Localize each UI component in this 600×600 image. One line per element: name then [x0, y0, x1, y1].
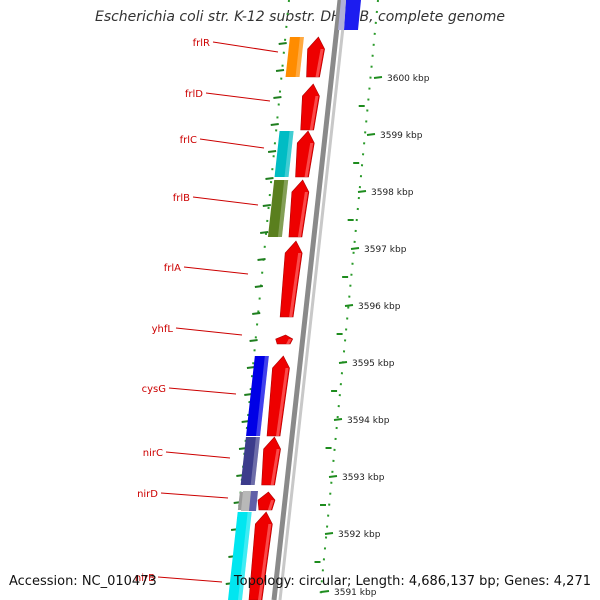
cds-shine-nirB [258, 524, 272, 600]
cog-block-extra [241, 491, 251, 511]
gene-label-nirB: nirB [135, 573, 155, 584]
gene-leader-yhfL [175, 327, 243, 336]
scale-tick-label: 3599 kbp [380, 131, 423, 141]
cds-arrow-frlD [300, 83, 320, 131]
cds-arrow-frlC [295, 130, 315, 178]
gene-leader-frlB [192, 196, 259, 206]
cds-arrow-frlA [279, 240, 303, 318]
inner-tick [260, 231, 269, 234]
accession-label: Accession: NC_010473 [9, 574, 157, 589]
inner-tick [252, 312, 261, 315]
cog-track [228, 37, 304, 600]
cds-track [248, 36, 325, 600]
scale-tick-label: 3595 kbp [352, 359, 395, 369]
cog-shine-cysG [256, 356, 269, 436]
backbone-shadow [278, 0, 348, 600]
cog-shine-frlC [284, 131, 294, 177]
cog-block-frlC [274, 131, 294, 177]
cog-shine-frlB [277, 180, 289, 237]
cds-shine-frlA [289, 253, 302, 317]
gene-label-yhfL: yhfL [152, 324, 174, 335]
cds-shine-nirC [270, 449, 280, 485]
gene-leader-nirD [160, 492, 229, 499]
genome-backbone [271, 0, 361, 600]
gene-label-frlR: frlR [193, 38, 210, 49]
scale-tick [373, 76, 383, 79]
cog-shine-nirB [238, 512, 252, 600]
gene-labels: frlR frlD frlC frlB frlA yhfL cysG nirC nirD nirB [135, 38, 279, 584]
gene-label-frlD: frlD [185, 89, 203, 100]
gene-leader-frlA [183, 266, 249, 275]
cog-shine-frlR [295, 37, 304, 77]
inner-tick [265, 177, 274, 180]
scale-tick [328, 475, 338, 478]
cog-block-nirC [240, 437, 260, 485]
gene-label-nirD: nirD [137, 489, 158, 500]
inner-tick [254, 285, 263, 288]
scale-tick [344, 304, 354, 307]
cds-shine-frlC [304, 143, 314, 177]
scale-tick [333, 418, 343, 421]
scale-tick [324, 532, 334, 535]
map-title: Escherichia coli str. K-12 substr. DH10B… [94, 9, 506, 25]
inner-tick [249, 339, 258, 342]
gene-label-nirC: nirC [143, 448, 163, 459]
gene-label-frlC: frlC [180, 135, 197, 146]
scale-tick [320, 590, 330, 593]
inner-tick [270, 123, 279, 126]
scale-tick-label: 3596 kbp [358, 302, 401, 312]
cds-arrow-frlB [288, 179, 310, 238]
scale-tick-label: 3591 kbp [334, 588, 377, 598]
topology-label: Topology: circular; Length: 4,686,137 bp… [233, 574, 591, 589]
gene-label-cysG: cysG [142, 384, 166, 395]
inner-tick [246, 366, 256, 369]
scale-tick-label: 3598 kbp [371, 188, 414, 198]
inner-tick [267, 150, 277, 153]
cog-block-frlR [285, 37, 304, 77]
gene-leader-frlR [212, 41, 279, 53]
scale-tick-label: 3594 kbp [347, 416, 390, 426]
gene-leader-cysG [168, 387, 237, 395]
cds-arrow-nirB [248, 511, 273, 600]
gene-leader-frlC [199, 138, 265, 149]
outer-dotted-ring [319, 0, 379, 600]
cds-arrow-nirC [261, 436, 281, 486]
gene-leader-nirB [157, 576, 223, 583]
gene-label-frlA: frlA [164, 263, 181, 274]
scale-tick-label: 3592 kbp [338, 530, 381, 540]
scale-tick [338, 361, 348, 364]
scale-tick-label: 3600 kbp [387, 74, 430, 84]
scale-tick-label: 3597 kbp [364, 245, 407, 255]
cog-block-nirB [228, 512, 252, 600]
cog-block-frlB [267, 180, 289, 237]
gene-leader-nirC [165, 451, 231, 459]
scale-ticks: 3600 kbp 3599 kbp 3598 kbp 3597 kbp 3596 kbp… [314, 74, 430, 598]
inner-tick [262, 204, 271, 207]
cog-block-extra2 [249, 491, 258, 511]
cds-shine-cysG [276, 368, 289, 436]
gene-label-frlB: frlB [173, 193, 190, 204]
cds-shine-frlB [297, 192, 308, 237]
scale-tick [350, 247, 360, 250]
inner-tick [275, 69, 285, 72]
scale-tick [366, 133, 376, 136]
cds-shine-frlD [309, 96, 319, 130]
cds-shine-frlR [315, 49, 324, 77]
scale-tick-label: 3593 kbp [342, 473, 385, 483]
inner-tick [278, 42, 287, 45]
gene-leader-frlD [205, 92, 271, 102]
backbone-line [271, 0, 343, 600]
cog-block-cysG [246, 356, 269, 436]
top-feature [344, 0, 361, 30]
cds-shine-nirD [267, 500, 274, 510]
cds-shine-yhfL [286, 339, 292, 344]
scale-tick [357, 190, 367, 193]
top-feature-shade [338, 0, 346, 30]
cog-shine-nirC [250, 437, 260, 485]
inner-tick [273, 96, 282, 99]
inner-tick [257, 258, 266, 261]
cds-arrow-cysG [266, 355, 290, 437]
